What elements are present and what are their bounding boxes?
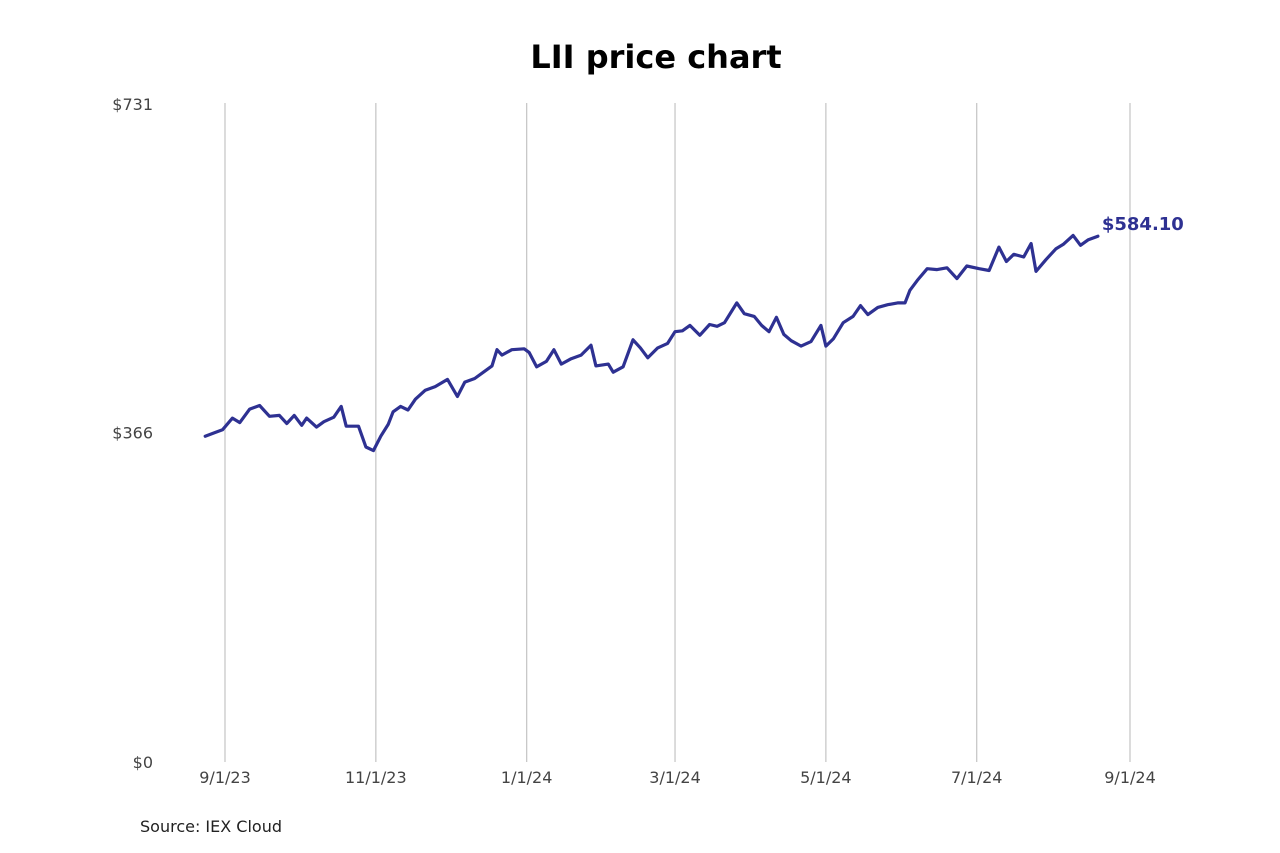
- x-axis: 9/1/23 11/1/23 1/1/24 3/1/24 5/1/24 7/1/24 9/1…: [199, 768, 1156, 787]
- x-tick-label: 9/1/24: [1104, 768, 1156, 787]
- x-tick-label: 11/1/23: [345, 768, 407, 787]
- x-tick-label: 1/1/24: [501, 768, 553, 787]
- last-price-label: $584.10: [1102, 214, 1184, 235]
- x-tick-label: 9/1/23: [199, 768, 251, 787]
- chart-title: LII price chart: [530, 38, 782, 76]
- y-tick-label: $0: [133, 753, 153, 772]
- y-tick-label: $731: [112, 95, 153, 114]
- chart-source: Source: IEX Cloud: [140, 817, 283, 836]
- x-tick-label: 5/1/24: [800, 768, 852, 787]
- x-tick-label: 3/1/24: [649, 768, 701, 787]
- x-tick-label: 7/1/24: [951, 768, 1003, 787]
- grid-lines: [224, 103, 1131, 762]
- price-series: $584.10: [203, 214, 1184, 453]
- y-axis: $0 $366 $731: [112, 95, 153, 772]
- y-tick-label: $366: [112, 424, 153, 443]
- price-line: [203, 233, 1100, 453]
